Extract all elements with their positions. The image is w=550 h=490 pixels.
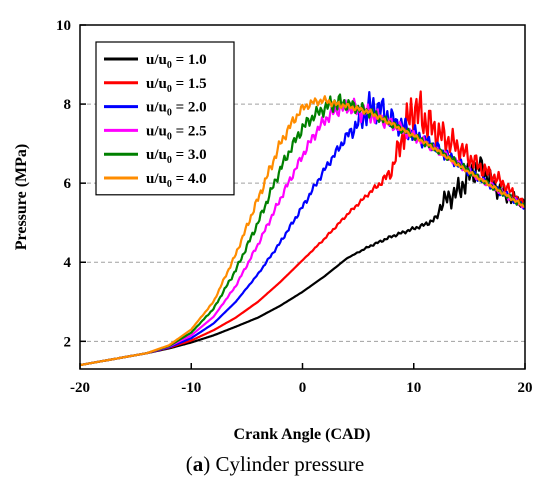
legend-box (95, 41, 235, 196)
legend-label-2: u/u0 = 1.5 (146, 76, 207, 95)
legend-label-3: u/u0 = 2.0 (146, 100, 207, 119)
x-tick-label: -20 (70, 380, 90, 396)
legend-label-1: u/u0 = 1.0 (146, 52, 207, 71)
y-tick-label: 4 (64, 255, 72, 271)
axis-ticks: -20 -10 0 10 20 2 4 6 8 10 (56, 18, 533, 396)
series-lines (80, 90, 525, 367)
x-tick-label: 20 (518, 380, 533, 396)
legend-label-6: u/u0 = 4.0 (146, 171, 207, 190)
y-tick-label: 2 (64, 334, 72, 350)
legend-label-5: u/u0 = 3.0 (146, 147, 207, 166)
figure-caption: (a) Cylinder pressure (0, 452, 550, 477)
legend: u/u0 = 1.0 u/u0 = 1.5 u/u0 = 2.0 u/u0 = 2.5… (95, 41, 235, 196)
x-tick-label: -10 (181, 380, 201, 396)
caption-prefix: ( (185, 452, 193, 476)
x-tick-label: 10 (406, 380, 421, 396)
pressure-chart: -20 -10 0 10 20 2 4 6 8 10 Crank Angle (CAD) Pres… (13, 18, 533, 443)
x-tick-label: 0 (299, 380, 307, 396)
series-line-6 (80, 95, 525, 367)
caption-letter: a (192, 452, 204, 476)
y-tick-label: 8 (64, 97, 72, 113)
y-tick-label: 6 (64, 176, 72, 192)
x-axis-label: Crank Angle (CAD) (234, 426, 371, 443)
y-tick-label: 10 (56, 18, 71, 34)
caption-text: ) Cylinder pressure (203, 452, 365, 476)
y-axis-label: Pressure (MPa) (13, 144, 30, 250)
legend-label-4: u/u0 = 2.5 (146, 123, 207, 142)
